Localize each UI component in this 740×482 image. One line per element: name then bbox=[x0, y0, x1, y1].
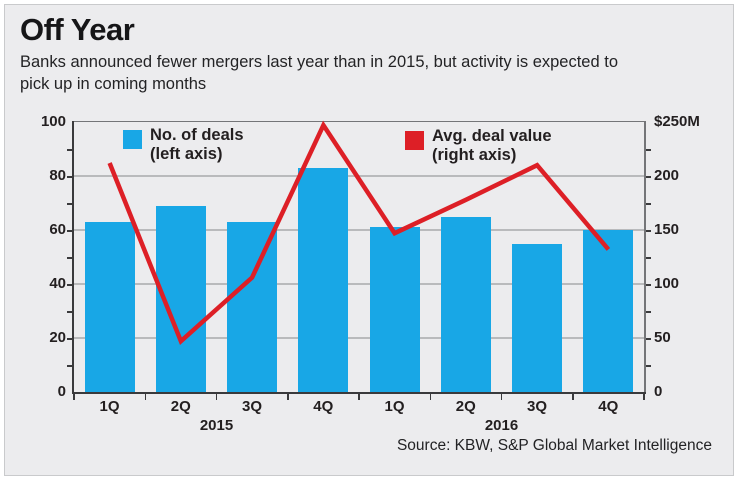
right-axis-label-100: 100 bbox=[654, 275, 680, 292]
right-tick-225 bbox=[646, 149, 651, 151]
plot-area bbox=[67, 120, 651, 400]
deal-value-legend-label: Avg. deal value (right axis) bbox=[432, 127, 552, 164]
right-tick-100 bbox=[646, 284, 651, 286]
plot-border-top bbox=[72, 120, 646, 122]
right-axis-label-$250M: $250M bbox=[654, 113, 700, 130]
x-label-3Q-2: 3Q bbox=[241, 398, 262, 415]
right-axis-label-50: 50 bbox=[654, 329, 671, 346]
right-tick-150 bbox=[646, 230, 651, 232]
bottom-tick-2 bbox=[215, 394, 218, 400]
right-tick-175 bbox=[646, 203, 651, 205]
x-label-4Q-3: 4Q bbox=[313, 398, 334, 415]
chart-title: Off Year bbox=[20, 12, 135, 47]
deal-value-legend-swatch bbox=[405, 131, 424, 150]
bar-3Q-2 bbox=[227, 221, 278, 392]
deals-legend-swatch bbox=[123, 130, 142, 149]
year-label-2016: 2016 bbox=[484, 417, 519, 434]
x-label-2Q-5: 2Q bbox=[455, 398, 476, 415]
left-axis-label-0: 0 bbox=[57, 383, 66, 400]
left-tick-70 bbox=[67, 203, 72, 205]
bottom-tick-4 bbox=[358, 394, 360, 400]
left-axis-label-20: 20 bbox=[49, 329, 66, 346]
source-credit: Source: KBW, S&P Global Market Intellige… bbox=[396, 437, 712, 454]
bar-4Q-7 bbox=[583, 230, 634, 392]
bottom-tick-8 bbox=[643, 394, 645, 400]
chart-subtitle: Banks announced fewer mergers last year … bbox=[20, 52, 730, 95]
left-tick-60 bbox=[67, 230, 72, 232]
right-axis-label-150: 150 bbox=[654, 221, 680, 238]
bottom-tick-3 bbox=[287, 394, 289, 400]
right-tick-50 bbox=[646, 338, 651, 340]
year-label-2015: 2015 bbox=[199, 417, 234, 434]
right-axis-label-0: 0 bbox=[654, 383, 663, 400]
bottom-tick-5 bbox=[429, 394, 431, 400]
left-tick-10 bbox=[67, 365, 72, 367]
bottom-tick-1 bbox=[144, 394, 146, 400]
left-tick-30 bbox=[67, 311, 72, 313]
bar-4Q-3 bbox=[298, 167, 349, 392]
gridline-40 bbox=[74, 283, 644, 285]
left-tick-20 bbox=[67, 338, 72, 340]
x-axis-line bbox=[72, 392, 646, 394]
subtitle-line-1: Banks announced fewer mergers last year … bbox=[20, 53, 619, 71]
bottom-tick-7 bbox=[572, 394, 574, 400]
x-label-2Q-1: 2Q bbox=[170, 398, 191, 415]
x-label-1Q-4: 1Q bbox=[384, 398, 405, 415]
bottom-tick-0 bbox=[73, 394, 75, 400]
gridline-60 bbox=[74, 229, 644, 231]
bottom-tick-6 bbox=[500, 394, 503, 400]
left-tick-90 bbox=[67, 149, 72, 151]
right-tick-75 bbox=[646, 311, 651, 313]
left-axis-label-80: 80 bbox=[49, 167, 66, 184]
x-label-3Q-6: 3Q bbox=[526, 398, 547, 415]
gridline-20 bbox=[74, 337, 644, 339]
subtitle-line-2: pick up in coming months bbox=[20, 74, 207, 93]
left-tick-40 bbox=[67, 284, 72, 286]
avg-deal-value-line bbox=[107, 120, 611, 346]
plot-border-right bbox=[644, 120, 646, 394]
left-axis-label-100: 100 bbox=[40, 113, 66, 130]
left-tick-80 bbox=[67, 176, 72, 178]
left-tick-50 bbox=[67, 257, 72, 259]
right-tick-25 bbox=[646, 365, 651, 367]
x-label-1Q-0: 1Q bbox=[99, 398, 120, 415]
right-tick-200 bbox=[646, 176, 651, 178]
bar-1Q-0 bbox=[84, 221, 135, 392]
right-tick-125 bbox=[646, 257, 651, 259]
right-axis-label-200: 200 bbox=[654, 167, 680, 184]
x-label-4Q-7: 4Q bbox=[598, 398, 619, 415]
bar-2Q-5 bbox=[440, 216, 491, 392]
bar-1Q-4 bbox=[369, 227, 420, 392]
left-axis-label-60: 60 bbox=[49, 221, 66, 238]
y-axis-line bbox=[72, 120, 74, 394]
bar-3Q-6 bbox=[512, 243, 563, 392]
deals-legend-label: No. of deals (left axis) bbox=[150, 126, 244, 163]
left-axis-label-40: 40 bbox=[49, 275, 66, 292]
